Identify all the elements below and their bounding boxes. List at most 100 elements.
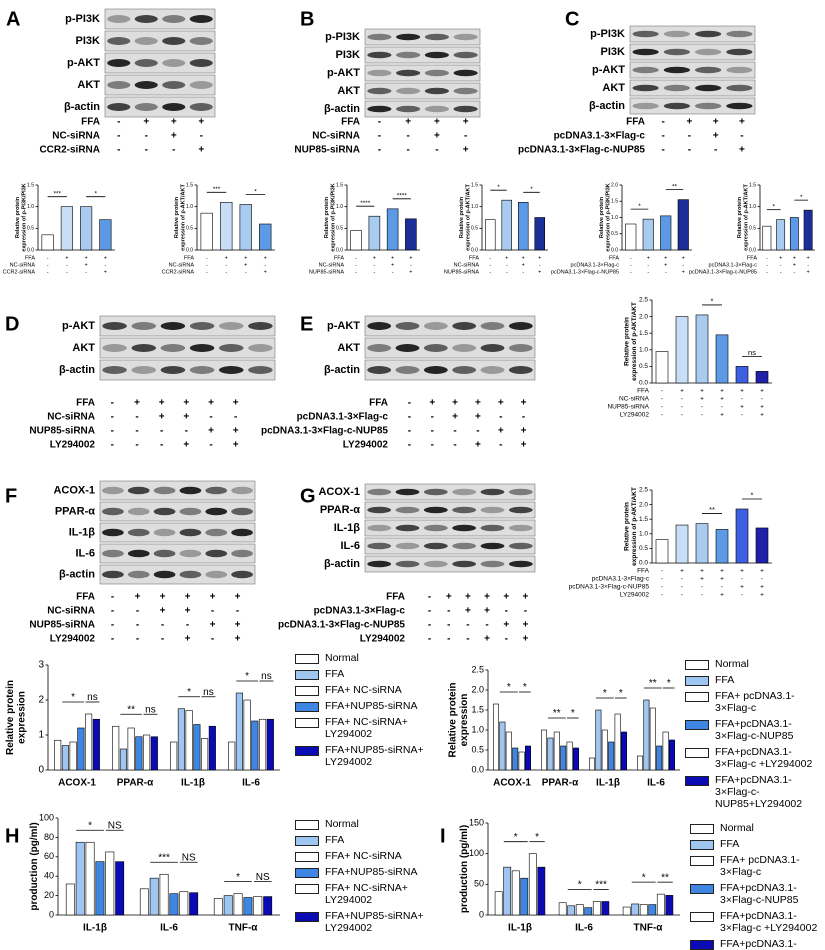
legend-label: FFA+NUP85-siRNA (325, 700, 418, 712)
condition-sign: + (680, 388, 684, 395)
significance-label: * (603, 688, 607, 699)
condition-sign: + (503, 592, 509, 603)
legend-entry: Normal (295, 652, 425, 664)
significance-label: * (245, 671, 249, 682)
bar (655, 351, 669, 384)
blot-strip (104, 52, 216, 74)
condition-sign: - (66, 269, 68, 275)
condition-sign: - (408, 412, 411, 423)
condition-sign: + (521, 426, 527, 437)
bar (639, 904, 648, 916)
legend-swatch (685, 748, 709, 758)
protein-band (423, 344, 448, 352)
condition-sign: + (463, 145, 469, 156)
condition-sign: - (378, 117, 381, 128)
band-label: PI3K (76, 35, 101, 47)
protein-band (134, 59, 158, 67)
bar (223, 895, 233, 916)
condition-sign: - (630, 262, 632, 268)
blot-strip (364, 82, 481, 100)
condition-label: pcDNA3.1-3×Flag-c-NUP85 (518, 145, 645, 156)
y-axis-label: expression of p-AKT/AKT (180, 184, 186, 251)
blot-strip (99, 480, 256, 501)
condition-sign: - (431, 412, 434, 423)
protein-band (396, 87, 421, 95)
protein-band (102, 507, 124, 516)
condition-label: pcDNA3.1-3×Flag-c (709, 262, 758, 268)
significance-label: * (507, 682, 511, 693)
condition-sign: + (475, 440, 481, 451)
condition-label: FFA (76, 398, 95, 409)
condition-sign: - (522, 412, 525, 423)
significance-label: ns (145, 704, 156, 715)
condition-sign: + (198, 117, 204, 128)
protein-band (248, 344, 273, 352)
condition-sign: + (498, 398, 504, 409)
condition-sign: - (111, 634, 114, 645)
condition-sign: + (233, 398, 239, 409)
protein-band (131, 322, 156, 330)
y-tick-label: 2.5 (639, 297, 648, 304)
y-axis-label: expression of p-PI3K/PI3K (330, 183, 336, 251)
condition-sign: + (452, 398, 458, 409)
bar (243, 897, 253, 916)
band-label: PPAR-α (320, 504, 360, 516)
blot-strip (364, 537, 536, 555)
band-label: AKT (77, 79, 100, 91)
blot-strip (99, 564, 256, 585)
legend-swatch (295, 912, 319, 922)
bar (41, 234, 54, 251)
protein-band (395, 488, 420, 496)
condition-sign: - (466, 620, 469, 631)
condition-sign: + (505, 255, 508, 261)
condition-sign: - (661, 568, 663, 575)
bar (637, 755, 643, 771)
condition-sign: - (682, 262, 684, 268)
panel-letter: I (440, 825, 446, 847)
protein-band (231, 549, 253, 558)
condition-sign: + (135, 592, 141, 603)
protein-band (423, 322, 448, 330)
y-axis-label: production (pg/ml) (459, 825, 470, 913)
condition-sign: + (409, 269, 412, 275)
condition-sign: - (117, 131, 120, 142)
condition-sign: + (680, 568, 684, 575)
condition-sign: - (245, 269, 247, 275)
condition-sign: + (233, 426, 239, 437)
panel-letter: C (565, 8, 579, 30)
condition-sign: - (661, 117, 664, 128)
band-label: p-AKT (327, 67, 360, 79)
y-tick-label: 0.0 (639, 380, 648, 387)
condition-sign: - (161, 634, 164, 645)
legend-entry: Normal (685, 658, 825, 670)
blot-strip (364, 100, 481, 118)
condition-label: CCR2-siRNA (39, 145, 100, 156)
condition-sign: - (160, 426, 163, 437)
protein-band (508, 322, 533, 330)
bar (649, 707, 656, 771)
y-tick-label: 0.5 (749, 226, 756, 232)
protein-band (153, 570, 176, 579)
protein-band (189, 366, 215, 374)
x-tick-label: IL-6 (160, 923, 178, 934)
protein-band (480, 542, 505, 550)
bar (662, 731, 669, 771)
condition-label: FFA (81, 117, 100, 128)
protein-band (452, 488, 477, 496)
bar (643, 699, 650, 771)
y-tick-label: 0 (38, 765, 44, 776)
band-label: PPAR-α (55, 505, 95, 517)
condition-sign: - (234, 412, 237, 423)
y-tick-label: 1.0 (611, 215, 618, 221)
bar (386, 208, 399, 251)
condition-sign: + (700, 396, 704, 403)
protein-band (219, 344, 244, 352)
protein-band (663, 30, 690, 38)
condition-sign: + (465, 606, 471, 617)
condition-sign: - (766, 255, 768, 261)
x-tick-label: IL-6 (647, 778, 665, 789)
condition-sign: - (47, 262, 49, 268)
y-tick-label: 60 (44, 851, 54, 861)
condition-sign: - (681, 412, 683, 419)
